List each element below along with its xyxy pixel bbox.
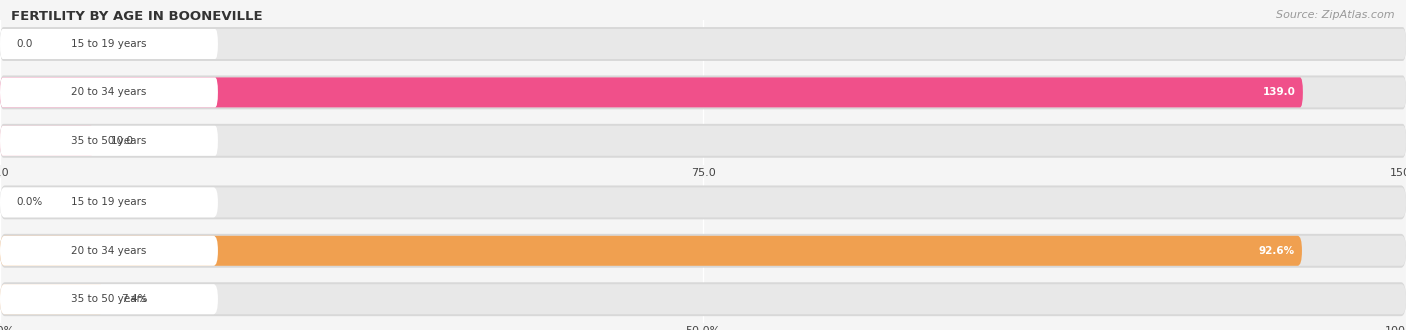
Text: 0.0: 0.0 [17, 39, 34, 49]
FancyBboxPatch shape [0, 284, 218, 314]
FancyBboxPatch shape [0, 126, 94, 156]
FancyBboxPatch shape [0, 284, 104, 314]
FancyBboxPatch shape [0, 187, 1406, 217]
Text: Source: ZipAtlas.com: Source: ZipAtlas.com [1277, 10, 1395, 20]
Text: 0.0%: 0.0% [17, 197, 44, 207]
FancyBboxPatch shape [0, 126, 218, 156]
FancyBboxPatch shape [0, 78, 218, 107]
FancyBboxPatch shape [0, 187, 218, 217]
FancyBboxPatch shape [0, 126, 1406, 156]
FancyBboxPatch shape [0, 76, 1406, 109]
Text: 15 to 19 years: 15 to 19 years [72, 197, 146, 207]
Text: 35 to 50 years: 35 to 50 years [72, 294, 146, 304]
FancyBboxPatch shape [0, 236, 218, 266]
FancyBboxPatch shape [0, 234, 1406, 268]
FancyBboxPatch shape [0, 29, 1406, 59]
FancyBboxPatch shape [0, 27, 1406, 61]
Text: 35 to 50 years: 35 to 50 years [72, 136, 146, 146]
FancyBboxPatch shape [0, 124, 1406, 158]
FancyBboxPatch shape [0, 236, 1406, 266]
FancyBboxPatch shape [0, 78, 1406, 107]
Text: 20 to 34 years: 20 to 34 years [72, 246, 146, 256]
Text: 10.0: 10.0 [111, 136, 134, 146]
FancyBboxPatch shape [0, 29, 218, 59]
Text: 92.6%: 92.6% [1258, 246, 1295, 256]
FancyBboxPatch shape [0, 185, 1406, 219]
FancyBboxPatch shape [0, 236, 1302, 266]
Text: 139.0: 139.0 [1263, 87, 1296, 97]
FancyBboxPatch shape [0, 78, 1303, 107]
Text: 15 to 19 years: 15 to 19 years [72, 39, 146, 49]
Text: 20 to 34 years: 20 to 34 years [72, 87, 146, 97]
FancyBboxPatch shape [0, 284, 1406, 314]
Text: FERTILITY BY AGE IN BOONEVILLE: FERTILITY BY AGE IN BOONEVILLE [11, 10, 263, 23]
Text: 7.4%: 7.4% [121, 294, 148, 304]
FancyBboxPatch shape [0, 282, 1406, 316]
